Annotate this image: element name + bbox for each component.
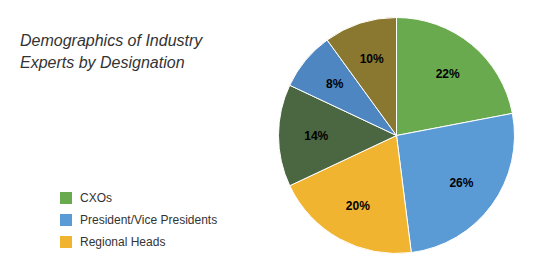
svg-text:20%: 20% <box>346 199 370 213</box>
html-text:Demographics of Industry Exper: Demographics of Industry Experts by Desi… <box>20 32 203 72</box>
svg-text:26%: 26% <box>449 176 473 190</box>
svg-text:8%: 8% <box>326 77 344 91</box>
svg-text:14%: 14% <box>304 129 328 143</box>
svg-text:22%: 22% <box>436 67 460 81</box>
html-text:Regional Heads: Regional Heads <box>80 235 166 249</box>
html-text:CXOs: CXOs <box>80 191 112 205</box>
svg-text:10%: 10% <box>360 52 384 66</box>
html-text:President/Vice Presidents: President/Vice Presidents <box>80 213 218 227</box>
